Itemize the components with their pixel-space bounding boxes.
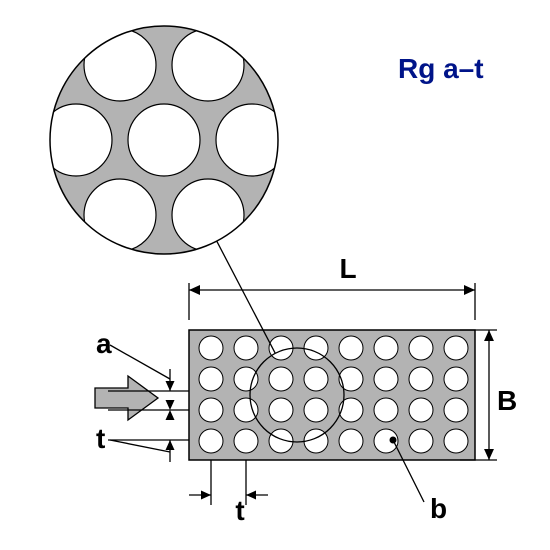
label-a: a bbox=[96, 328, 112, 359]
label-L: L bbox=[339, 253, 356, 284]
label-B: B bbox=[497, 385, 517, 416]
label-b: b bbox=[430, 493, 447, 524]
title-text: Rg a–t bbox=[398, 53, 484, 84]
label-t_bottom: t bbox=[235, 495, 244, 526]
label-t_left: t bbox=[96, 423, 105, 454]
